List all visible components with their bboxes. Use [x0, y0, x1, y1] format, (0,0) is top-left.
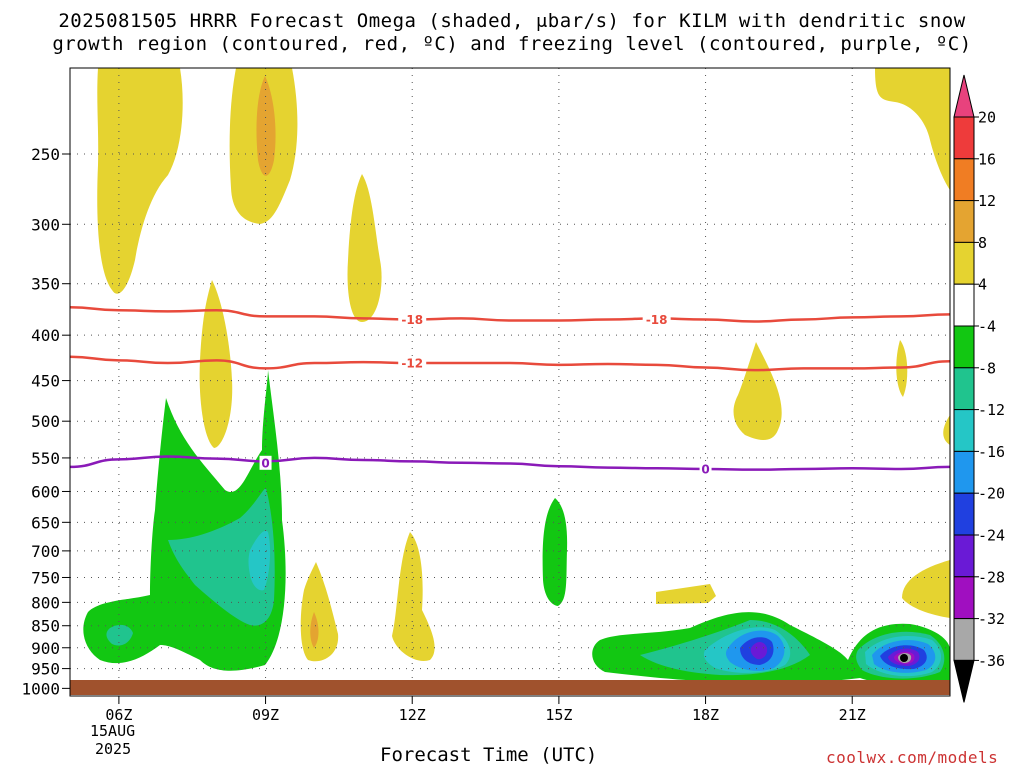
x-tick-label: 21Z — [839, 706, 866, 724]
y-tick-label: 450 — [31, 372, 60, 391]
contour-label: -18 — [646, 313, 668, 327]
x-tick-label: 09Z — [252, 706, 279, 724]
y-tick-label: 700 — [31, 542, 60, 561]
colorbar-label: -12 — [978, 401, 1005, 419]
x-tick-label: 06Z — [105, 706, 132, 724]
y-tick-label: 900 — [31, 639, 60, 658]
omega-blob-yellow — [97, 68, 183, 294]
x-tick-label: 18Z — [692, 706, 719, 724]
omega-blob-yellow — [300, 562, 339, 662]
colorbar-swatch — [953, 158, 975, 202]
y-tick-label: 400 — [31, 326, 60, 345]
y-tick-label: 750 — [31, 568, 60, 587]
x-tick-label: 12Z — [399, 706, 426, 724]
date-year-label: 2025 — [95, 740, 132, 758]
colorbar-swatch — [953, 409, 975, 452]
omega-shading — [83, 68, 950, 684]
omega-region-teal — [106, 624, 133, 646]
colorbar-top-arrow — [953, 74, 975, 118]
omega-core-orange — [310, 612, 319, 648]
contour-line — [70, 355, 950, 372]
y-tick-label: 850 — [31, 617, 60, 636]
y-tick-label: 600 — [31, 482, 60, 501]
omega-blob-yellow — [392, 532, 435, 661]
colorbar-swatch — [953, 116, 975, 160]
omega-region-purple — [750, 642, 768, 660]
colorbar-swatch — [953, 450, 975, 494]
colorbar-label: -36 — [978, 652, 1005, 670]
colorbar-swatch — [953, 534, 975, 578]
colorbar-swatch — [953, 492, 975, 536]
y-tick-label: 950 — [31, 660, 60, 679]
colorbar-label: -16 — [978, 443, 1005, 461]
omega-blob-yellow — [875, 68, 950, 190]
colorbar-label: 8 — [978, 234, 987, 252]
contour-label-bg — [259, 455, 272, 470]
y-tick-label: 800 — [31, 593, 60, 612]
colorbar-label: -24 — [978, 527, 1005, 545]
credit-link[interactable]: coolwx.com/models — [826, 748, 999, 767]
chart-title-line-2: growth region (contoured, red, ºC) and f… — [52, 33, 972, 55]
colorbar-label: 4 — [978, 276, 987, 294]
y-tick-label: 1000 — [21, 679, 60, 698]
temperature-contours: -18 -18 -12 0 0 — [70, 305, 950, 476]
colorbar-bottom-arrow — [953, 659, 975, 703]
y-tick-label: 350 — [31, 275, 60, 294]
colorbar-label: -8 — [978, 359, 996, 377]
colorbar-label: -4 — [978, 318, 996, 336]
omega-blob-yellow — [347, 174, 382, 322]
colorbar-swatch — [953, 618, 975, 661]
x-axis: 06Z 09Z 12Z 15Z 18Z 21Z — [105, 696, 866, 724]
contour-line — [70, 455, 950, 471]
colorbar-label: -32 — [978, 610, 1005, 628]
contour-label-bg — [398, 356, 427, 371]
omega-blob-yellow — [656, 584, 716, 604]
omega-region-green — [542, 498, 568, 606]
omega-blob-yellow — [199, 280, 233, 448]
omega-region-cyan — [248, 530, 271, 591]
colorbar-label: 12 — [978, 192, 996, 210]
colorbar-swatch — [953, 576, 975, 620]
colorbar-swatch — [953, 200, 975, 243]
colorbar-label: 16 — [978, 150, 996, 168]
omega-core-orange — [256, 76, 276, 176]
omega-blob-yellow — [733, 342, 782, 440]
colorbar-swatch — [953, 325, 975, 369]
terrain-strip — [70, 680, 950, 695]
y-tick-label: 550 — [31, 449, 60, 468]
contour-label-bg — [699, 461, 712, 476]
contour-label: -12 — [401, 357, 423, 371]
contour-line — [70, 305, 950, 323]
y-axis: 250 300 350 400 450 500 550 600 650 700 750 800 850 9… — [21, 145, 70, 698]
colorbar-swatch — [953, 283, 975, 327]
colorbar-label: -28 — [978, 568, 1005, 586]
contour-label-bg — [398, 312, 427, 327]
colorbar-label: -20 — [978, 485, 1005, 503]
contour-label-bg — [642, 312, 671, 327]
chart-title-line-1: 2025081505 HRRR Forecast Omega (shaded, … — [58, 10, 966, 32]
contour-label: 0 — [261, 456, 269, 470]
colorbar-label: 20 — [978, 109, 996, 127]
date-day-label: 15AUG — [90, 722, 136, 740]
plot-frame — [69, 67, 951, 697]
omega-blob-yellow — [943, 415, 950, 445]
contour-label: -18 — [401, 313, 423, 327]
omega-region-teal — [168, 488, 275, 626]
y-tick-label: 650 — [31, 513, 60, 532]
omega-blob-yellow — [902, 560, 950, 618]
colorbar-swatch — [953, 241, 975, 285]
colorbar-swatch — [953, 367, 975, 411]
omega-region-black — [900, 654, 908, 662]
contour-label: 0 — [701, 462, 709, 476]
y-tick-label: 250 — [31, 145, 60, 164]
x-tick-label: 15Z — [545, 706, 572, 724]
colorbar: 20 16 12 8 4 -4 -8 -12 -16 -20 -24 -28 -32 -36 — [953, 74, 1005, 703]
y-tick-label: 300 — [31, 215, 60, 234]
x-axis-title: Forecast Time (UTC) — [380, 744, 598, 766]
y-tick-label: 500 — [31, 412, 60, 431]
